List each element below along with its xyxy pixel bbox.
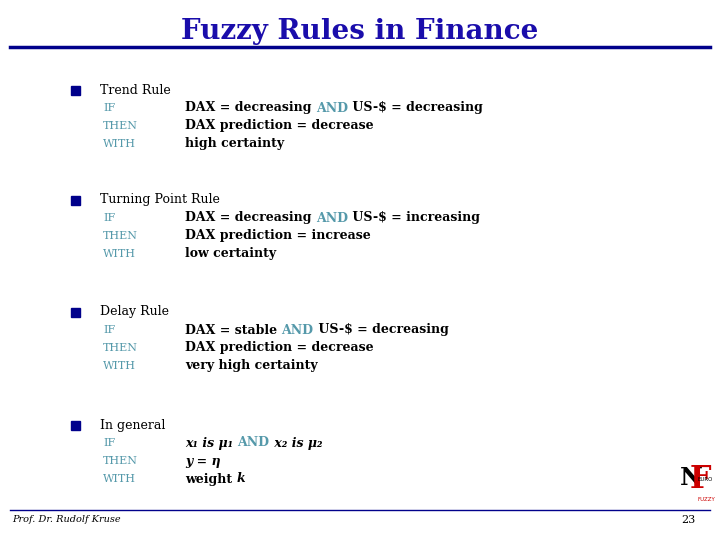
Text: WITH: WITH (103, 249, 136, 259)
Text: x₂ is μ₂: x₂ is μ₂ (269, 436, 322, 449)
Text: AND: AND (282, 323, 313, 336)
Text: US-$ = increasing: US-$ = increasing (348, 212, 480, 225)
Text: low certainty: low certainty (185, 247, 276, 260)
Text: Turning Point Rule: Turning Point Rule (100, 193, 220, 206)
Text: IF: IF (103, 325, 115, 335)
Text: DAX prediction = increase: DAX prediction = increase (185, 230, 371, 242)
Text: DAX = decreasing: DAX = decreasing (185, 102, 316, 114)
Text: WITH: WITH (103, 361, 136, 371)
Text: IF: IF (103, 438, 115, 448)
Text: DAX prediction = decrease: DAX prediction = decrease (185, 341, 374, 354)
Text: IF: IF (103, 213, 115, 223)
Text: EURO: EURO (698, 477, 714, 482)
Text: 23: 23 (680, 515, 695, 525)
Text: k: k (236, 472, 245, 485)
Text: WITH: WITH (103, 474, 136, 484)
Text: IF: IF (103, 103, 115, 113)
Bar (71, 307, 79, 316)
Text: high certainty: high certainty (185, 138, 284, 151)
Bar (71, 85, 79, 94)
Text: DAX prediction = decrease: DAX prediction = decrease (185, 119, 374, 132)
Text: THEN: THEN (103, 121, 138, 131)
Bar (71, 421, 79, 429)
Text: DAX = decreasing: DAX = decreasing (185, 212, 316, 225)
Text: y = η: y = η (185, 455, 220, 468)
Text: N: N (680, 466, 703, 490)
Text: US-$ = decreasing: US-$ = decreasing (348, 102, 482, 114)
Text: THEN: THEN (103, 343, 138, 353)
Text: DAX = stable: DAX = stable (185, 323, 282, 336)
Text: Prof. Dr. Rudolf Kruse: Prof. Dr. Rudolf Kruse (12, 516, 121, 524)
Text: AND: AND (316, 102, 348, 114)
Text: THEN: THEN (103, 456, 138, 466)
Text: US-$ = decreasing: US-$ = decreasing (313, 323, 449, 336)
Text: THEN: THEN (103, 231, 138, 241)
Text: very high certainty: very high certainty (185, 360, 318, 373)
Bar (71, 195, 79, 205)
Text: WITH: WITH (103, 139, 136, 149)
Text: AND: AND (238, 436, 269, 449)
Text: weight: weight (185, 472, 236, 485)
Text: FUZZY: FUZZY (698, 497, 716, 502)
Text: In general: In general (100, 418, 166, 431)
Text: AND: AND (316, 212, 348, 225)
Text: Fuzzy Rules in Finance: Fuzzy Rules in Finance (181, 18, 539, 45)
Text: F: F (690, 464, 711, 495)
Text: Trend Rule: Trend Rule (100, 84, 171, 97)
Text: Delay Rule: Delay Rule (100, 306, 169, 319)
Text: x₁ is μ₁: x₁ is μ₁ (185, 436, 238, 449)
